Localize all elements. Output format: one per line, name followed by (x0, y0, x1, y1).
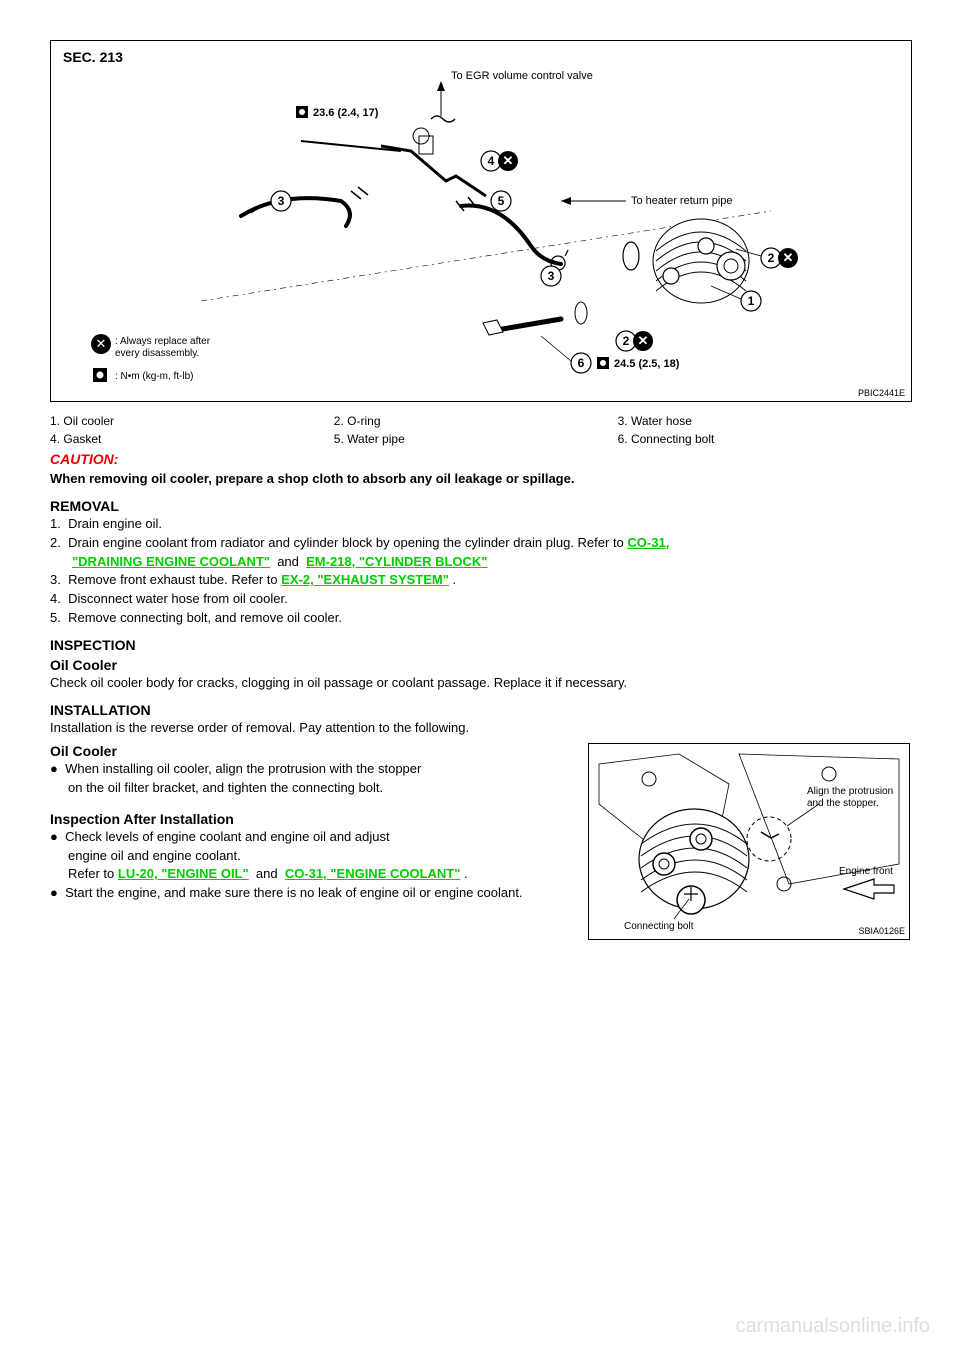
svg-text:6: 6 (578, 356, 585, 370)
svg-text:✕: ✕ (503, 153, 514, 168)
install-step1b: on the oil filter bracket, and tighten t… (50, 780, 578, 797)
egr-label: To EGR volume control valve (451, 70, 593, 82)
after-step2: ● Start the engine, and make sure there … (50, 885, 578, 902)
svg-text:: N•m (kg-m, ft-lb): : N•m (kg-m, ft-lb) (115, 371, 194, 382)
caution-text: When removing oil cooler, prepare a shop… (50, 471, 910, 488)
link-em218[interactable]: EM-218, "CYLINDER BLOCK" (306, 554, 487, 569)
svg-text:4: 4 (488, 154, 495, 168)
removal-step-1: 1. Drain engine oil. (50, 516, 910, 533)
svg-text:1: 1 (748, 294, 755, 308)
link-ex2[interactable]: EX-2, "EXHAUST SYSTEM" (281, 572, 449, 587)
after-step1b: engine oil and engine coolant. (50, 848, 578, 865)
install-step1: ● When installing oil cooler, align the … (50, 761, 578, 778)
inspection-text: Check oil cooler body for cracks, cloggi… (50, 675, 910, 692)
removal-step-3: 3. Remove front exhaust tube. Refer to E… (50, 572, 910, 589)
after-step1: ● Check levels of engine coolant and eng… (50, 829, 578, 846)
caution-label: CAUTION: (50, 451, 118, 467)
svg-text:To heater return pipe: To heater return pipe (631, 195, 733, 207)
diagram-svg: To EGR volume control valve 23.6 (2.4, 1… (51, 41, 911, 401)
inspection-head: INSPECTION (50, 637, 910, 653)
link-co31[interactable]: CO-31, (627, 535, 669, 550)
caution-block: CAUTION: (50, 450, 910, 469)
parts-list: 1. Oil cooler 2. O-ring 3. Water hose (50, 414, 910, 428)
removal-step-4: 4. Disconnect water hose from oil cooler… (50, 591, 910, 608)
installation-figure: Align the protrusion and the stopper. En… (588, 743, 910, 940)
svg-text:: Always replace after: : Always replace after (115, 336, 211, 347)
removal-head: REMOVAL (50, 498, 910, 514)
install-intro: Installation is the reverse order of rem… (50, 720, 910, 737)
svg-text:Engine front: Engine front (839, 866, 893, 877)
section-label: SEC. 213 (63, 49, 123, 65)
parts-list-2: 4. Gasket 5. Water pipe 6. Connecting bo… (50, 432, 910, 446)
svg-text:3: 3 (548, 269, 555, 283)
svg-text:2: 2 (623, 334, 630, 348)
figure-id: PBIC2441E (858, 388, 905, 398)
svg-text:every disassembly.: every disassembly. (115, 348, 199, 359)
after-step1-links: Refer to LU-20, "ENGINE OIL" and CO-31, … (50, 866, 578, 883)
after-sub: Inspection After Installation (50, 811, 578, 827)
svg-text:2: 2 (768, 251, 775, 265)
exploded-diagram: SEC. 213 To EGR volume control valve 23.… (50, 40, 912, 402)
svg-text:24.5 (2.5, 18): 24.5 (2.5, 18) (614, 358, 680, 370)
svg-text:✕: ✕ (96, 336, 107, 351)
svg-text:✕: ✕ (638, 333, 649, 348)
figure2-id: SBIA0126E (858, 926, 905, 936)
install-head: INSTALLATION (50, 702, 910, 718)
svg-text:✕: ✕ (783, 250, 794, 265)
removal-step-2: 2. Drain engine coolant from radiator an… (50, 535, 910, 552)
removal-step-2b: "DRAINING ENGINE COOLANT" and EM-218, "C… (50, 554, 910, 571)
link-lu20[interactable]: LU-20, "ENGINE OIL" (118, 866, 249, 881)
removal-step-5: 5. Remove connecting bolt, and remove oi… (50, 610, 910, 627)
watermark: carmanualsonline.info (735, 1315, 930, 1338)
link-co31b[interactable]: CO-31, "ENGINE COOLANT" (285, 866, 461, 881)
svg-text:5: 5 (498, 194, 505, 208)
svg-text:Align the protrusion: Align the protrusion (807, 786, 893, 797)
svg-text:23.6 (2.4, 17): 23.6 (2.4, 17) (313, 107, 379, 119)
svg-text:and the stopper.: and the stopper. (807, 798, 879, 809)
svg-text:3: 3 (278, 194, 285, 208)
svg-text:Connecting bolt: Connecting bolt (624, 921, 694, 932)
inspection-sub: Oil Cooler (50, 657, 910, 673)
link-draining[interactable]: "DRAINING ENGINE COOLANT" (72, 554, 270, 569)
install-sub: Oil Cooler (50, 743, 578, 759)
